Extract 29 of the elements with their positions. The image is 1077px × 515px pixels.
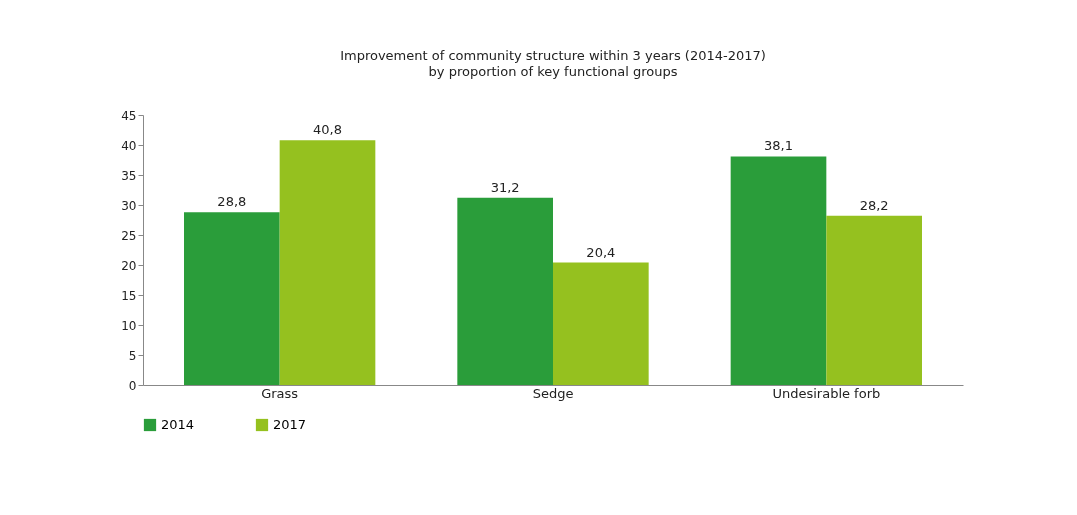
y-tick-label: 20	[121, 258, 137, 273]
data-label: 20,4	[586, 244, 616, 260]
data-label: 31,2	[490, 179, 520, 195]
y-tick-label: 5	[128, 348, 137, 363]
y-tick-label: 25	[121, 228, 137, 243]
legend-label: 2017	[273, 417, 307, 432]
y-tick-label: 35	[121, 168, 137, 183]
data-label: 38,1	[764, 138, 793, 154]
bar	[553, 262, 649, 385]
y-tick-label: 15	[121, 288, 137, 303]
bar	[279, 140, 376, 385]
legend-label: 2014	[161, 417, 195, 432]
x-tick-label: Sedge	[532, 385, 574, 401]
y-tick-label: 30	[121, 198, 137, 213]
bar	[457, 197, 553, 385]
chart-title: Improvement of community structure within 3 years (2014-2017)	[340, 48, 766, 63]
chart-subtitle: by proportion of key functional groups	[428, 64, 678, 79]
data-label: 40,8	[313, 122, 342, 138]
bar	[730, 156, 827, 385]
y-tick-label: 10	[121, 318, 137, 333]
y-tick-label: 40	[121, 138, 137, 153]
x-tick-label: Grass	[261, 385, 299, 401]
y-tick-label: 45	[121, 108, 137, 123]
bar	[184, 212, 280, 385]
data-label: 28,2	[859, 197, 889, 213]
data-label: 28,8	[217, 194, 247, 210]
bar	[826, 215, 922, 385]
x-tick-label: Undesirable forb	[772, 385, 881, 401]
y-tick-label: 0	[128, 378, 137, 393]
